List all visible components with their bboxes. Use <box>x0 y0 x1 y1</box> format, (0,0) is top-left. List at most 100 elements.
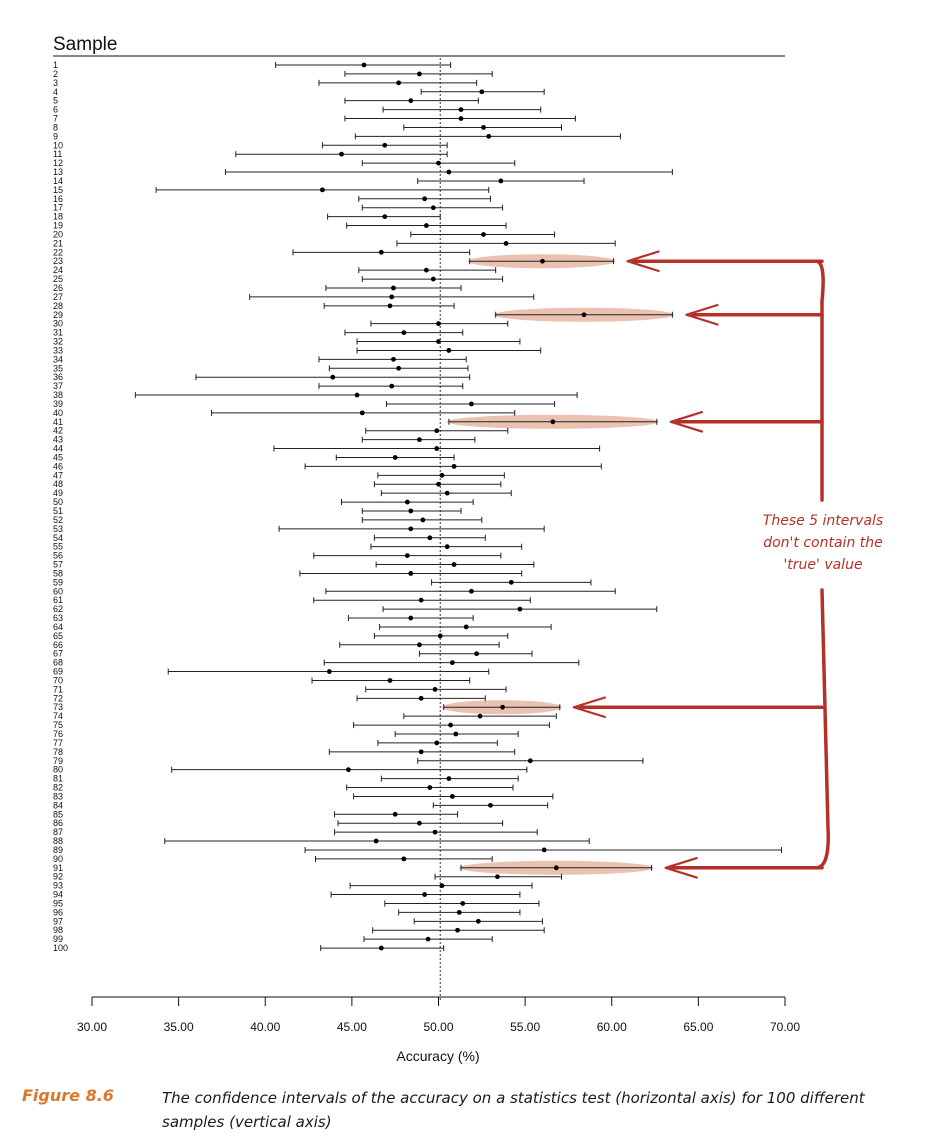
mean-point <box>436 321 441 327</box>
mean-point <box>436 160 441 166</box>
sample-label: 48 <box>53 479 63 489</box>
sample-label: 63 <box>53 613 63 623</box>
mean-point <box>550 419 556 425</box>
mean-point <box>423 223 429 228</box>
sample-label: 44 <box>53 444 63 454</box>
sample-label: 72 <box>53 693 63 703</box>
x-tick-label: 35.00 <box>164 1020 194 1034</box>
sample-label: 71 <box>53 684 63 694</box>
sample-label: 41 <box>53 417 63 427</box>
mean-point <box>346 767 351 773</box>
sample-label: 85 <box>53 809 63 819</box>
mean-point <box>581 312 587 318</box>
mean-point <box>540 258 545 264</box>
sample-label: 28 <box>53 301 63 311</box>
mean-point <box>434 446 440 451</box>
mean-point <box>417 642 422 648</box>
mean-point <box>417 437 422 443</box>
mean-point <box>458 107 464 112</box>
mean-point <box>439 472 445 478</box>
callout-arrow-head <box>664 856 698 879</box>
mean-point <box>417 820 422 826</box>
sample-label: 50 <box>53 497 63 507</box>
sample-label: 3 <box>53 78 58 88</box>
mean-point <box>361 62 367 68</box>
sample-label: 60 <box>53 586 63 596</box>
sample-label: 37 <box>53 381 63 391</box>
sample-label: 17 <box>53 203 63 213</box>
sample-label: 29 <box>53 310 63 320</box>
mean-point <box>420 517 426 523</box>
mean-point <box>404 499 410 505</box>
mean-point <box>477 713 483 719</box>
figure-label: Figure 8.6 <box>22 1086 114 1105</box>
sample-label: 97 <box>53 916 63 926</box>
sample-label: 78 <box>53 747 63 757</box>
mean-point <box>408 508 414 514</box>
sample-label: 25 <box>53 274 63 284</box>
sample-label: 4 <box>53 87 58 97</box>
mean-point <box>427 785 433 790</box>
sample-label: 84 <box>53 800 63 810</box>
mean-point <box>404 553 410 558</box>
annotation-line-2: don't contain the <box>763 535 883 551</box>
mean-point <box>541 847 547 853</box>
mean-point <box>320 187 325 193</box>
sample-label: 24 <box>53 265 63 275</box>
sample-label: 16 <box>53 194 63 204</box>
mean-point <box>396 365 402 371</box>
sample-label: 45 <box>53 452 63 462</box>
mean-point <box>527 758 533 764</box>
sample-label: 11 <box>53 149 62 159</box>
sample-label: 20 <box>53 229 63 239</box>
mean-point <box>474 651 480 657</box>
sample-label: 98 <box>53 925 63 935</box>
mean-point <box>392 811 398 817</box>
mean-point <box>422 196 428 202</box>
mean-point <box>434 428 440 434</box>
mean-point <box>444 490 450 496</box>
sample-label: 76 <box>53 729 63 739</box>
sample-label: 55 <box>53 542 63 552</box>
mean-point <box>437 633 443 639</box>
mean-point <box>392 455 398 460</box>
mean-point <box>436 339 441 344</box>
mean-point <box>455 927 460 933</box>
mean-point <box>427 535 433 541</box>
sample-label: 21 <box>53 238 63 248</box>
sample-label: 34 <box>53 354 63 364</box>
sample-label: 61 <box>53 595 63 605</box>
sample-label: 69 <box>53 667 63 677</box>
mean-point <box>448 722 454 728</box>
sample-label: 59 <box>53 577 63 587</box>
mean-point <box>391 285 396 291</box>
sample-label: 2 <box>53 69 58 79</box>
annotation-line-3: 'true' value <box>783 557 863 573</box>
mean-point <box>500 704 506 710</box>
sample-label: 43 <box>53 435 63 445</box>
sample-label: 26 <box>53 283 63 293</box>
mean-point <box>446 776 452 781</box>
mean-point <box>354 392 360 398</box>
sample-label: 19 <box>53 221 63 231</box>
sample-label: 30 <box>53 319 63 329</box>
mean-point <box>488 802 493 808</box>
mean-point <box>439 883 445 889</box>
annotation-line-1: These 5 intervals <box>762 513 884 529</box>
sample-label: 47 <box>53 470 63 480</box>
sample-label: 95 <box>53 898 63 908</box>
sample-label: 70 <box>53 675 63 685</box>
sample-label: 1 <box>53 60 58 70</box>
mean-point <box>339 151 344 157</box>
sample-label: 94 <box>53 890 63 900</box>
mean-point <box>449 660 455 666</box>
callout-arrow-head <box>669 410 704 433</box>
callout-arrow-head <box>685 303 719 326</box>
mean-point <box>479 89 485 95</box>
mean-point <box>408 615 414 621</box>
sample-label: 77 <box>53 738 63 748</box>
callout-arrow-head <box>572 696 607 719</box>
mean-point <box>446 169 452 175</box>
mean-point <box>387 303 393 309</box>
mean-point <box>553 865 559 871</box>
